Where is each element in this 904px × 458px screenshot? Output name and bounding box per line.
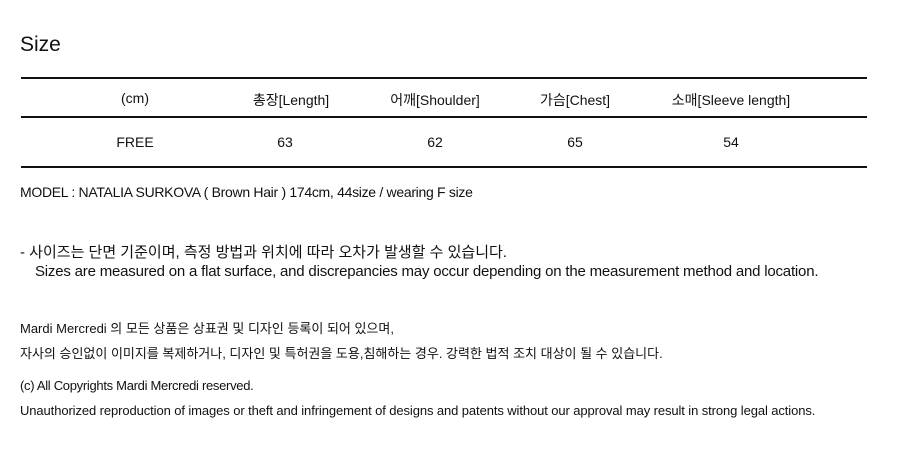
table-header-rule — [21, 116, 867, 118]
header-length: 총장[Length] — [252, 92, 330, 108]
copyright-line2: Unauthorized reproduction of images or t… — [20, 403, 816, 418]
cell-size: FREE — [116, 134, 154, 150]
notice-ko: - 사이즈는 단면 기준이며, 측정 방법과 위치에 따라 오차가 발생할 수 … — [20, 244, 507, 261]
table-top-rule — [21, 77, 867, 79]
header-chest: 가슴[Chest] — [539, 92, 611, 108]
model-info: MODEL : NATALIA SURKOVA ( Brown Hair ) 1… — [20, 184, 473, 200]
cell-chest: 65 — [567, 134, 583, 150]
table-bottom-rule — [21, 166, 867, 168]
cell-shoulder: 62 — [427, 134, 443, 150]
trademark-line1: Mardi Mercredi 의 모든 상품은 상표권 및 디자인 등록이 되어… — [20, 321, 394, 336]
cell-sleeve: 54 — [723, 134, 739, 150]
page-title: Size — [20, 33, 61, 56]
trademark-line2: 자사의 승인없이 이미지를 복제하거나, 디자인 및 특허권을 도용,침해하는 … — [20, 346, 663, 361]
header-sleeve: 소매[Sleeve length] — [671, 92, 791, 108]
header-unit: (cm) — [121, 90, 149, 106]
notice-en: Sizes are measured on a flat surface, an… — [35, 263, 819, 280]
copyright-line1: (c) All Copyrights Mardi Mercredi reserv… — [20, 378, 254, 393]
header-shoulder: 어깨[Shoulder] — [390, 92, 480, 108]
cell-length: 63 — [277, 134, 293, 150]
